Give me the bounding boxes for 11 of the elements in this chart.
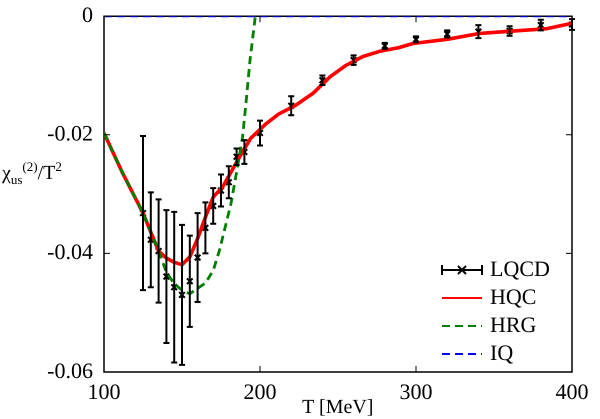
legend-label: HRG: [490, 312, 537, 337]
x-axis-title: T [MeV]: [302, 396, 374, 418]
legend-label: HQC: [490, 284, 536, 309]
y-tick-label: 0: [82, 2, 93, 27]
y-tick-label: -0.04: [47, 239, 93, 264]
y-tick-label: -0.02: [47, 120, 93, 146]
x-tick-label: 200: [244, 378, 276, 404]
x-tick-label: 300: [400, 378, 432, 404]
legend-label: IQ: [490, 340, 514, 365]
x-tick-label: 400: [556, 378, 588, 404]
legend-label: LQCD: [490, 256, 550, 281]
